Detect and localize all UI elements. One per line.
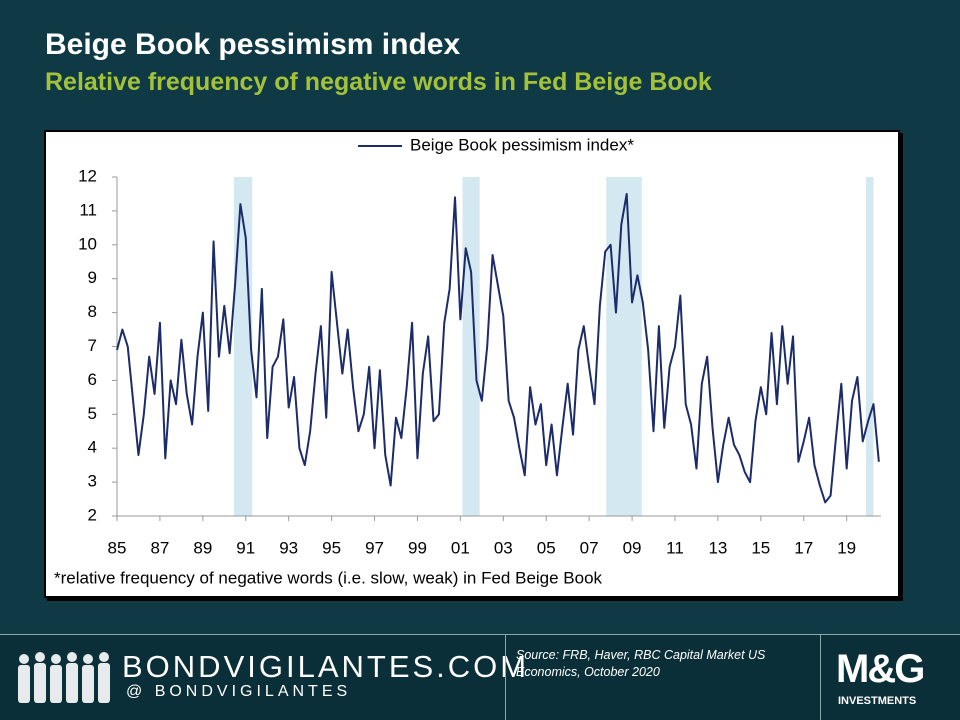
people-icon	[18, 652, 110, 703]
y-tick-label: 5	[88, 404, 97, 423]
y-tick-label: 6	[88, 370, 97, 389]
x-tick-label: 95	[322, 538, 341, 557]
y-tick-label: 2	[88, 505, 97, 524]
divider	[505, 635, 506, 720]
x-tick-label: 15	[751, 538, 770, 557]
divider	[820, 635, 821, 720]
x-tick-label: 07	[580, 538, 599, 557]
title: Beige Book pessimism index	[45, 28, 461, 61]
y-tick-label: 8	[88, 302, 97, 321]
y-tick-label: 11	[79, 200, 97, 219]
x-tick-label: 05	[537, 538, 556, 557]
legend-label: Beige Book pessimism index*	[410, 135, 634, 154]
recession-band	[865, 177, 874, 516]
x-tick-label: 87	[150, 538, 169, 557]
y-tick-label: 7	[88, 336, 97, 355]
x-tick-label: 85	[108, 538, 127, 557]
x-tick-label: 11	[666, 538, 684, 557]
x-tick-label: 97	[365, 538, 384, 557]
y-tick-label: 3	[88, 472, 97, 491]
source: Source: FRB, Haver, RBC Capital Market U…	[516, 648, 766, 679]
handle: @ BONDVIGILANTES	[126, 683, 352, 700]
footer: BONDVIGILANTES.COM @ BONDVIGILANTES Sour…	[0, 634, 960, 720]
x-tick-label: 19	[837, 538, 856, 557]
logo-sub: INVESTMENTS	[838, 695, 917, 707]
logo: M&G	[836, 647, 925, 691]
x-tick-label: 09	[623, 538, 642, 557]
x-tick-label: 01	[451, 538, 470, 557]
y-tick-label: 9	[88, 268, 97, 287]
y-tick-label: 10	[78, 234, 97, 253]
x-tick-label: 93	[279, 538, 298, 557]
chart-panel: 2 3 4 5 6 7 8 9 10 11 12 85 87 89 91 93 95 97 99 01 03 05 07 09…	[44, 130, 900, 598]
x-tick-label: 03	[494, 538, 513, 557]
y-tick-label: 4	[88, 438, 97, 457]
data-line	[116, 192, 880, 504]
footnote: *relative frequency of negative words (i…	[54, 568, 603, 587]
x-tick-label: 13	[708, 538, 727, 557]
x-tick-label: 89	[193, 538, 212, 557]
recession-band	[233, 177, 253, 516]
x-tick-label: 17	[794, 538, 813, 557]
brand: BONDVIGILANTES.COM	[122, 649, 530, 684]
subtitle: Relative frequency of negative words in …	[45, 68, 712, 96]
x-tick-label: 99	[408, 538, 427, 557]
recession-band	[462, 177, 480, 516]
recession-band	[606, 177, 642, 516]
y-tick-label: 12	[78, 166, 97, 185]
x-tick-label: 91	[236, 538, 255, 557]
